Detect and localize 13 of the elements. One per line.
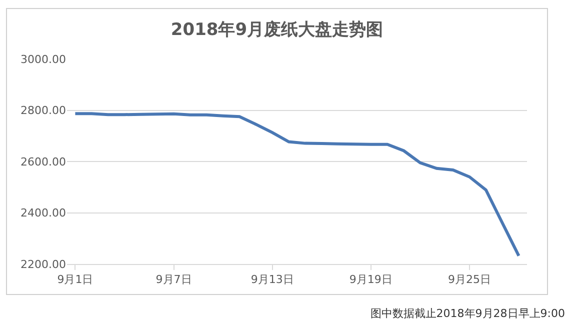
y-tick-label: 3000.00 xyxy=(20,52,66,66)
x-tick-label: 9月1日 xyxy=(57,273,94,286)
y-tick-label: 2200.00 xyxy=(20,258,66,271)
x-tick-label: 9月7日 xyxy=(156,273,192,286)
chart-title: 2018年9月废纸大盘走势图 xyxy=(170,20,384,40)
y-tick-label: 2400.00 xyxy=(20,206,66,220)
x-tick-label: 9月19日 xyxy=(349,273,392,286)
y-tick-label: 2800.00 xyxy=(20,104,66,118)
text: 图中数据截止2018年9月28日早上9:00 xyxy=(370,306,565,321)
y-tick-label: 2600.00 xyxy=(20,155,66,168)
x-tick-label: 9月25日 xyxy=(448,273,491,286)
line-series xyxy=(74,112,520,258)
x-tick-label: 9月13日 xyxy=(250,273,294,286)
